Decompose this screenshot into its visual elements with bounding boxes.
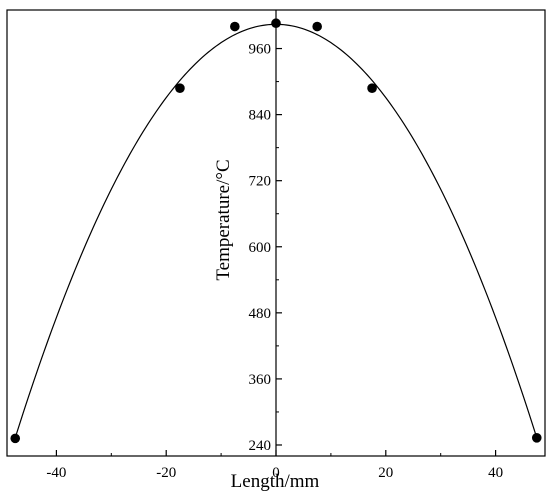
- data-point: [10, 433, 21, 444]
- x-tick-label: -20: [156, 465, 176, 481]
- data-point: [230, 21, 240, 32]
- y-tick-label: 600: [249, 240, 272, 256]
- x-tick-label: 0: [272, 465, 280, 481]
- y-tick-label: 840: [249, 108, 272, 124]
- y-tick-label: 720: [249, 174, 272, 190]
- x-tick-label: 20: [378, 465, 393, 481]
- x-ticks: -40 -20 0 20 40: [46, 450, 503, 481]
- y-tick-label: 240: [249, 438, 272, 454]
- data-point: [175, 83, 185, 93]
- x-axis-title: Length/mm: [231, 471, 320, 492]
- data-point: [271, 18, 281, 29]
- x-tick-label: -40: [46, 465, 66, 481]
- y-axis-title: Temperature/°C: [213, 159, 234, 280]
- y-tick-label: 480: [249, 306, 272, 322]
- data-point: [367, 83, 377, 93]
- y-ticks: 240 360 480 600 720 840 960: [249, 42, 282, 454]
- x-tick-label: 40: [488, 465, 503, 481]
- y-tick-label: 960: [249, 42, 272, 58]
- y-tick-label: 360: [249, 372, 272, 388]
- data-point: [312, 21, 322, 32]
- data-points: [10, 18, 542, 444]
- data-point: [531, 433, 542, 443]
